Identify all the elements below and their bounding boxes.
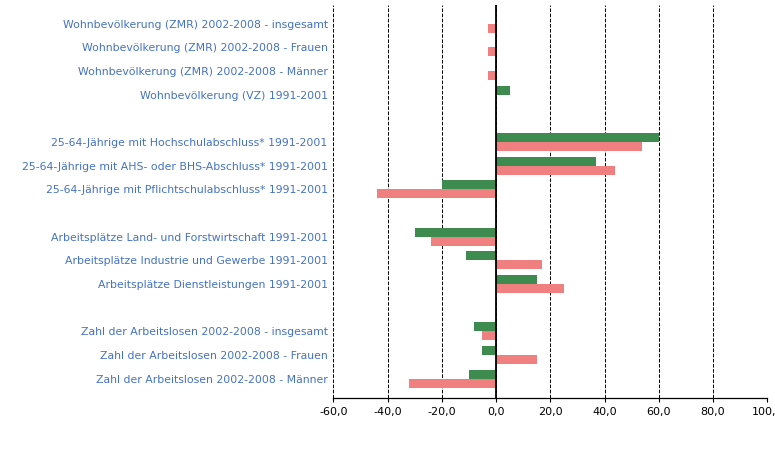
Bar — [482, 346, 496, 355]
Bar — [482, 331, 496, 340]
Bar — [467, 251, 496, 260]
Bar — [496, 284, 564, 293]
Bar — [496, 157, 597, 165]
Bar — [409, 379, 496, 388]
Bar — [496, 275, 536, 284]
Bar — [442, 180, 496, 189]
Bar — [431, 237, 496, 245]
Bar — [469, 370, 496, 379]
Bar — [488, 23, 496, 32]
Bar — [496, 142, 642, 151]
Bar — [496, 85, 510, 95]
Bar — [496, 260, 542, 269]
Bar — [496, 133, 659, 142]
Bar — [488, 47, 496, 56]
Bar — [496, 355, 536, 364]
Bar — [377, 189, 496, 198]
Bar — [474, 322, 496, 331]
Bar — [496, 165, 615, 175]
Bar — [488, 71, 496, 80]
Bar — [415, 228, 496, 237]
